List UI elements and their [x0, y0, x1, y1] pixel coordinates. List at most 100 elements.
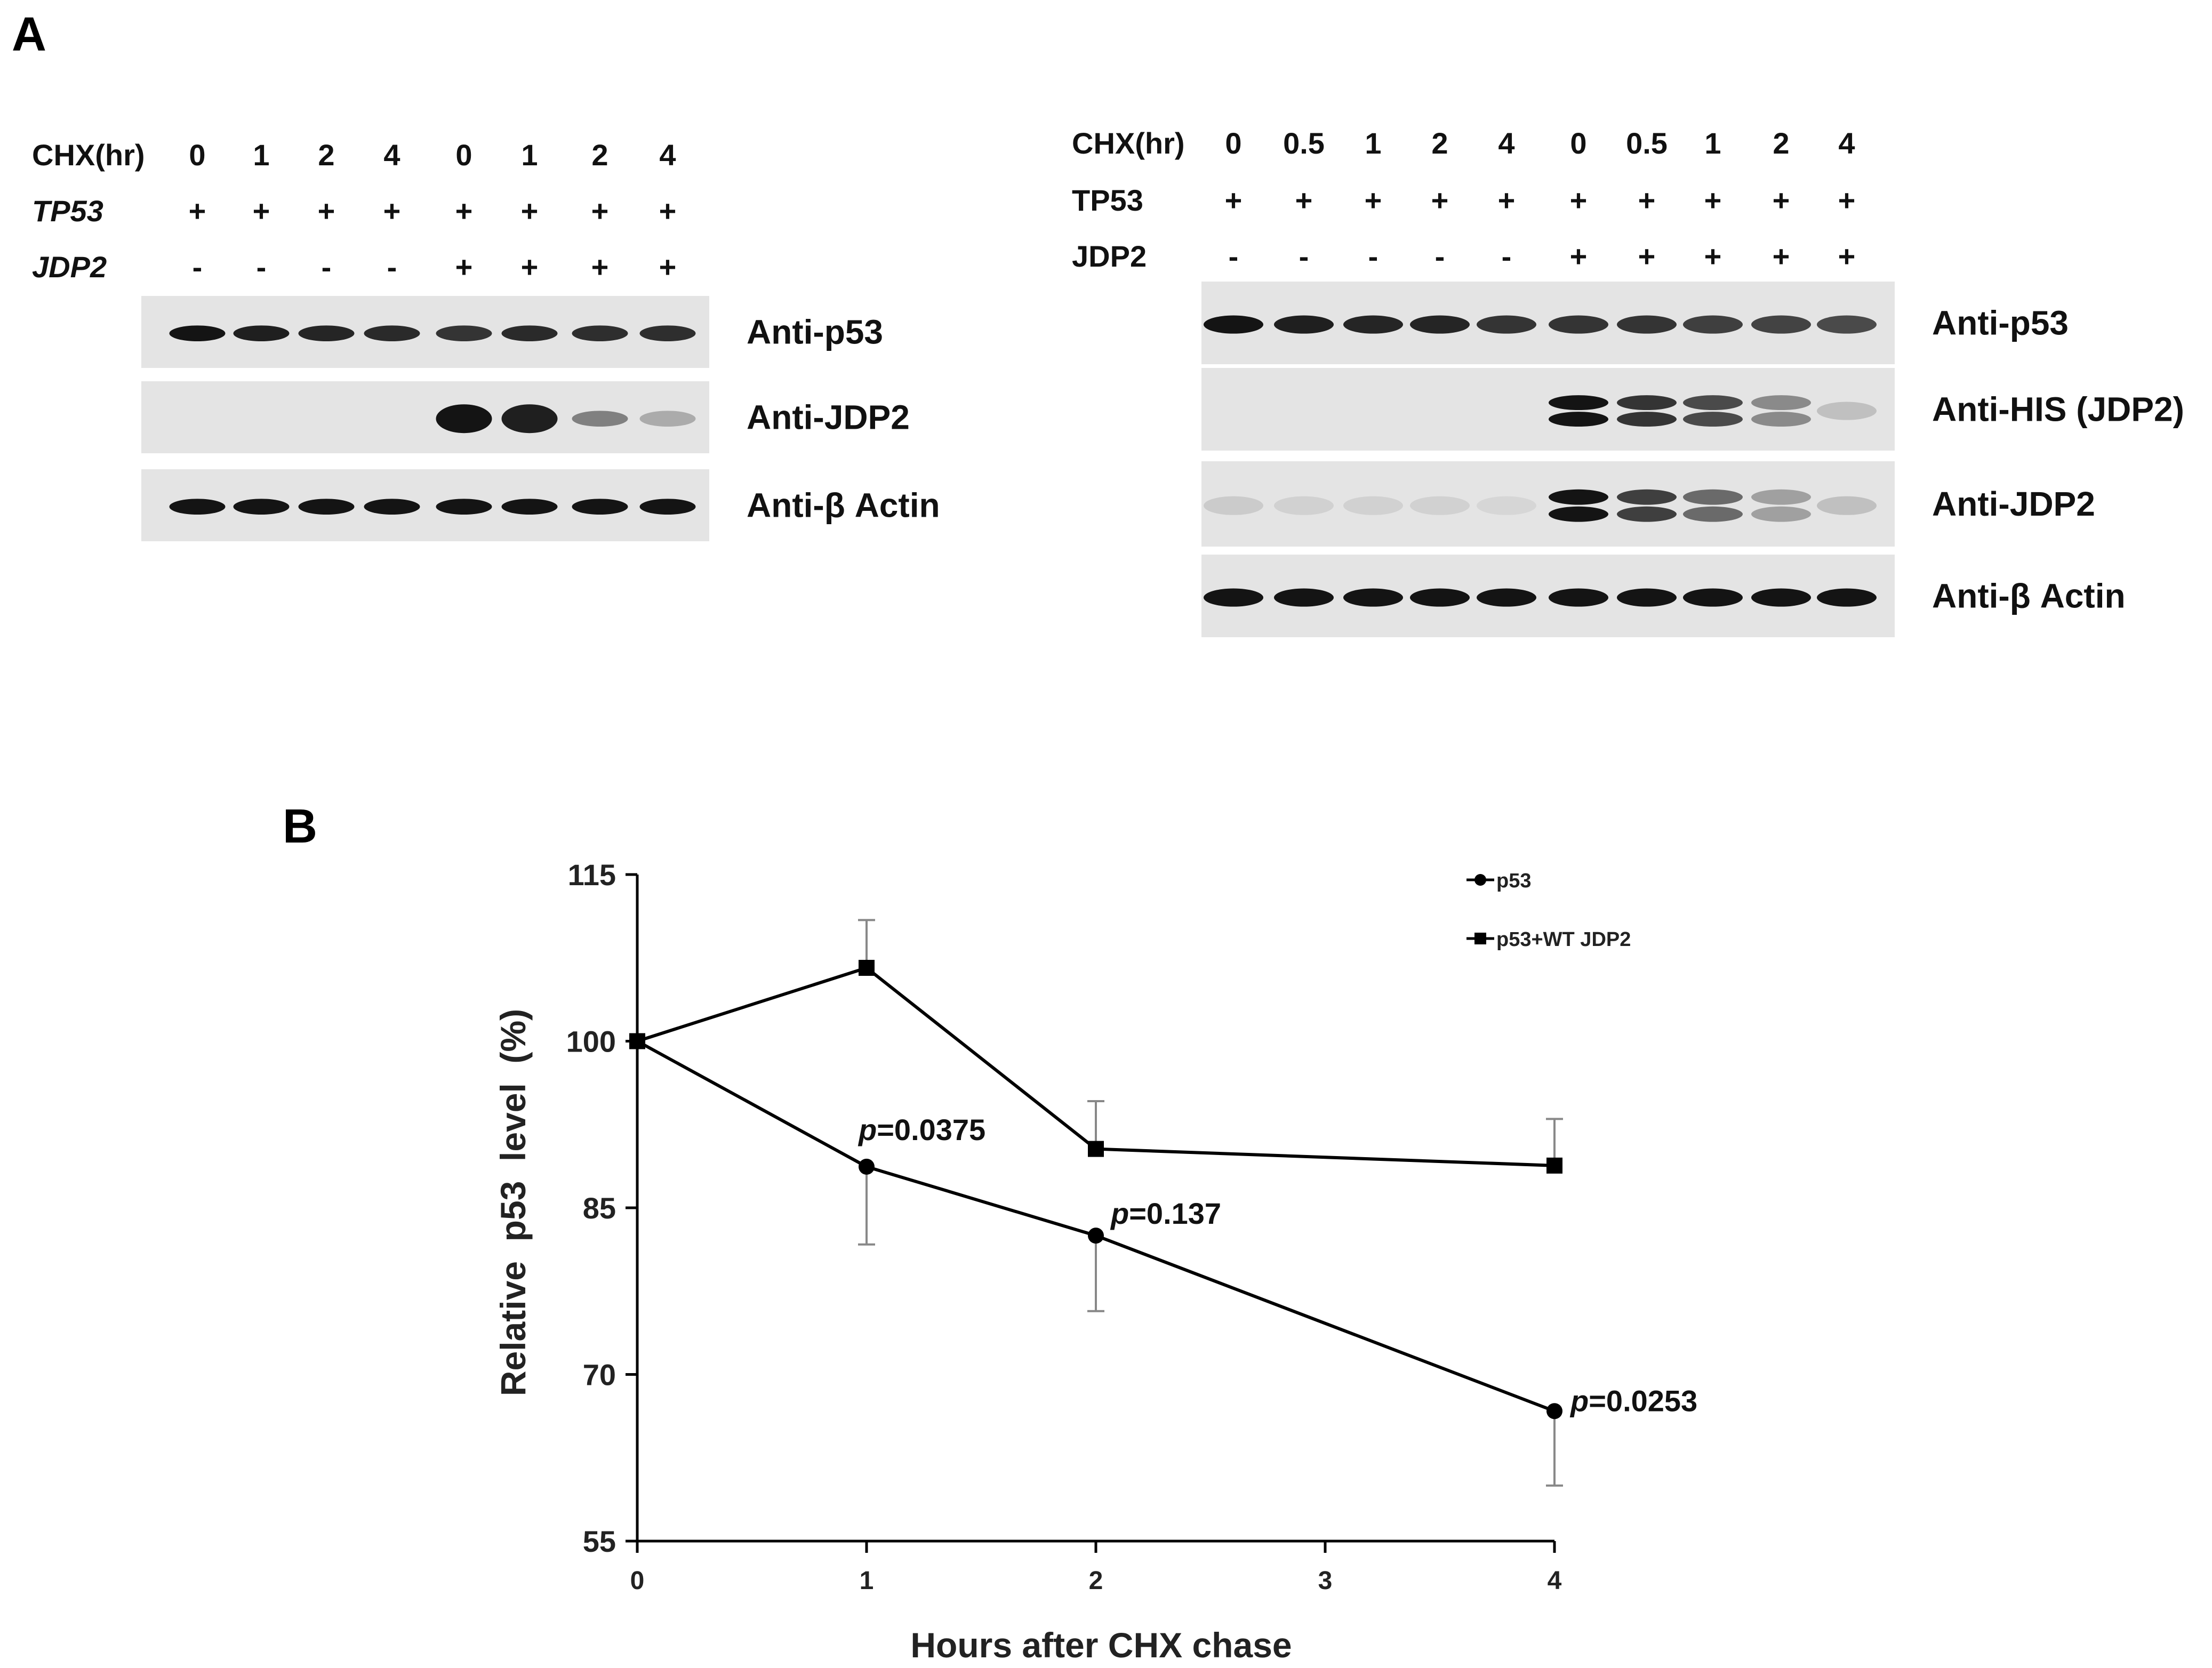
lane-value: - — [1368, 239, 1379, 273]
lane-value: 4 — [1838, 126, 1855, 160]
blot-band — [572, 325, 628, 342]
lane-value: - — [1229, 239, 1239, 273]
lane-value: - — [193, 250, 203, 284]
lane-value: 1 — [1365, 126, 1381, 160]
lane-value: 2 — [591, 138, 608, 172]
blot-antibody-label: Anti-p53 — [1932, 304, 2069, 342]
blot-antibody-label: Anti-JDP2 — [747, 398, 910, 437]
y-tick-label: 70 — [583, 1358, 616, 1392]
x-tick-label: 3 — [1318, 1567, 1333, 1595]
blot-band — [169, 325, 226, 342]
legend-label: p53+WT JDP2 — [1496, 928, 1631, 951]
lane-value: 4 — [1498, 126, 1514, 160]
blot-antibody-label: Anti-β Actin — [1932, 577, 2126, 615]
series-line — [637, 966, 1555, 1167]
x-tick-label: 1 — [860, 1567, 874, 1595]
blot-band — [233, 325, 290, 342]
blot-band — [436, 499, 492, 515]
blot-band — [1751, 588, 1811, 607]
lane-value: - — [322, 250, 332, 284]
blot-band — [1477, 588, 1536, 607]
blot-band — [639, 325, 696, 342]
lane-value: + — [521, 250, 539, 284]
blot-band — [1751, 395, 1811, 411]
chart-legend: p53 p53+WT JDP2 — [1466, 870, 1631, 951]
blot-band — [1549, 489, 1608, 505]
data-point — [859, 960, 875, 976]
lane-value: + — [455, 250, 473, 284]
y-tick-label: 100 — [566, 1025, 616, 1058]
blot-band — [1617, 395, 1677, 411]
y-tick-label: 55 — [583, 1525, 616, 1558]
blot-band — [1549, 412, 1608, 427]
lane-value: + — [1773, 239, 1790, 273]
lane-value: 4 — [383, 138, 400, 172]
blot-band — [1751, 315, 1811, 334]
lane-value: + — [253, 194, 270, 228]
blot-band — [436, 404, 492, 434]
blot-band — [1683, 395, 1743, 411]
lane-value: 1 — [253, 138, 269, 172]
blot-band — [233, 499, 290, 515]
left-blot-panel: CHX(hr) 0 1 2 4 0 1 2 4 TP53 + + + + + + + + JDP2 - - - - + + + + A… — [32, 138, 940, 541]
legend-marker — [1474, 874, 1486, 886]
blot-band — [1683, 588, 1743, 607]
blot-band — [1617, 412, 1677, 427]
lane-value: + — [318, 194, 335, 228]
y-axis-label: Relative p53 level (%) — [493, 1009, 533, 1396]
blot-band — [572, 411, 628, 427]
line-chart: 55 70 85 100 115 0 1 2 3 4 p=0.0375 p=0.137 p=0.025… — [493, 858, 1697, 1665]
panel-a-label: A — [12, 8, 46, 61]
y-tick-label: 85 — [583, 1191, 616, 1225]
blot-band — [501, 499, 558, 515]
lane-value: 0 — [1570, 126, 1586, 160]
blot-band — [1343, 315, 1403, 334]
lane-value: + — [1704, 239, 1722, 273]
lane-value: 1 — [1704, 126, 1721, 160]
blot-band — [1817, 402, 1877, 420]
blot-row-label: JDP2 — [32, 250, 107, 284]
x-tick-label: 0 — [630, 1567, 645, 1595]
x-tick-label: 2 — [1089, 1567, 1103, 1595]
blot-row-label: TP53 — [32, 194, 103, 228]
lane-value: + — [591, 250, 609, 284]
blot-band — [364, 499, 420, 515]
blot-band — [1410, 588, 1470, 607]
blot-band — [1477, 496, 1536, 515]
lane-value: + — [1638, 239, 1656, 273]
blot-band — [1343, 496, 1403, 515]
blot-band — [1274, 588, 1334, 607]
lane-value: 0 — [189, 138, 205, 172]
blot-band — [298, 499, 355, 515]
blot-row-label: CHX(hr) — [32, 138, 145, 172]
lane-value: + — [1498, 183, 1516, 217]
x-tick-label: 4 — [1548, 1567, 1562, 1595]
lane-value: + — [1570, 183, 1588, 217]
right-blot-panel: CHX(hr) 0 0.5 1 2 4 0 0.5 1 2 4 TP53 + + + + + + + + + + JDP2 -… — [1072, 126, 2184, 637]
blot-band — [1683, 412, 1743, 427]
data-point — [1088, 1228, 1104, 1244]
lane-value: - — [1435, 239, 1445, 273]
lane-value: 1 — [521, 138, 538, 172]
blot-band — [1477, 315, 1536, 334]
blot-band — [1683, 489, 1743, 505]
p-value-annotation: p=0.0375 — [857, 1113, 985, 1146]
lane-value: + — [1638, 183, 1656, 217]
blot-band — [1617, 506, 1677, 522]
lane-value: + — [1838, 183, 1856, 217]
blot-band — [1751, 489, 1811, 505]
blot-band — [1549, 588, 1608, 607]
lane-value: 0.5 — [1283, 126, 1325, 160]
blot-band — [1204, 496, 1263, 515]
blot-band — [1751, 506, 1811, 522]
lane-value: + — [1704, 183, 1722, 217]
lane-value: + — [455, 194, 473, 228]
lane-value: + — [1570, 239, 1588, 273]
lane-value: 4 — [659, 138, 676, 172]
blot-band — [1817, 315, 1877, 334]
blot-band — [1274, 496, 1334, 515]
blot-row-label: JDP2 — [1072, 239, 1147, 273]
blot-band — [1617, 315, 1677, 334]
blot-antibody-label: Anti-JDP2 — [1932, 485, 2095, 523]
y-tick-label: 115 — [568, 858, 616, 892]
